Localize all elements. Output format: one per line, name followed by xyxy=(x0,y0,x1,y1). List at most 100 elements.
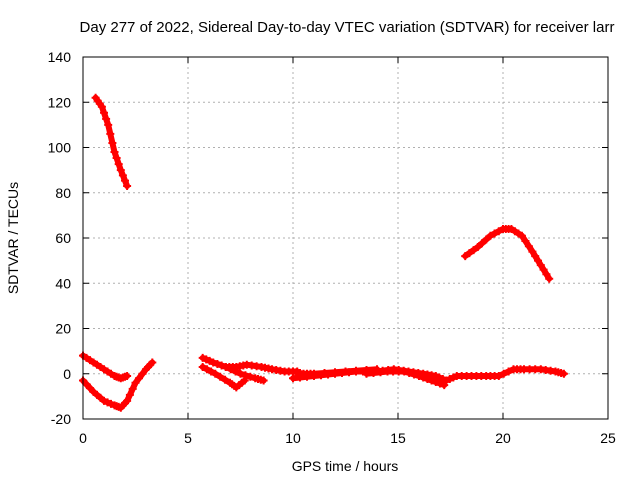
data-point xyxy=(241,371,250,380)
y-tick-label: 100 xyxy=(48,140,72,156)
data-point xyxy=(542,270,551,279)
series-arc-upper-mid-dip xyxy=(79,351,132,383)
data-point xyxy=(198,362,207,371)
data-point xyxy=(331,368,339,377)
data-point xyxy=(427,376,436,385)
data-point xyxy=(97,102,106,111)
series-layer xyxy=(79,93,568,412)
x-axis-label: GPS time / hours xyxy=(292,458,399,474)
x-tick-label: 20 xyxy=(495,430,511,446)
data-point xyxy=(461,252,470,261)
data-point xyxy=(216,372,225,381)
data-point xyxy=(536,261,545,270)
x-tick-label: 5 xyxy=(184,430,192,446)
series-line xyxy=(462,225,553,282)
data-point xyxy=(221,362,230,371)
data-point xyxy=(400,367,409,376)
data-point xyxy=(486,231,495,240)
data-point xyxy=(504,367,513,376)
data-point xyxy=(116,166,125,175)
data-point xyxy=(494,372,503,381)
data-point xyxy=(415,372,423,381)
data-point xyxy=(221,375,230,384)
series-arc-baseline-c xyxy=(221,362,268,385)
data-point xyxy=(231,367,240,376)
data-point xyxy=(104,120,113,129)
data-point xyxy=(259,376,268,385)
series-line xyxy=(92,94,131,189)
y-tick-label: -20 xyxy=(51,411,71,427)
x-tick-label: 15 xyxy=(390,430,406,446)
data-point xyxy=(213,359,222,368)
data-point xyxy=(114,160,123,169)
data-point xyxy=(289,374,297,383)
data-point xyxy=(373,365,381,374)
data-point xyxy=(131,378,140,387)
data-point xyxy=(320,368,329,377)
data-point xyxy=(517,231,526,240)
data-point xyxy=(410,370,419,379)
y-tick-label: 80 xyxy=(55,185,71,201)
x-tick-label: 25 xyxy=(600,430,616,446)
series-line xyxy=(80,359,156,411)
data-point xyxy=(490,229,499,238)
y-tick-label: 120 xyxy=(48,94,72,110)
data-point xyxy=(465,249,474,258)
x-tick-label: 0 xyxy=(79,430,87,446)
y-tick-label: 140 xyxy=(48,49,72,65)
data-point xyxy=(352,366,360,375)
data-point xyxy=(148,358,157,367)
data-point xyxy=(521,237,530,246)
data-point xyxy=(108,138,117,147)
data-point xyxy=(310,369,318,378)
data-point xyxy=(499,369,508,378)
data-point xyxy=(539,265,548,274)
data-point xyxy=(123,181,132,190)
data-point xyxy=(121,176,129,185)
data-point xyxy=(202,365,211,374)
series-arc-lower-dip xyxy=(79,358,157,412)
data-point xyxy=(341,367,350,376)
data-point xyxy=(236,369,245,378)
data-point xyxy=(106,129,115,138)
y-tick-label: 20 xyxy=(55,321,71,337)
data-point xyxy=(440,381,449,390)
data-point xyxy=(209,358,218,367)
x-tick-label: 10 xyxy=(285,430,301,446)
y-axis-label: SDTVAR / TECUs xyxy=(5,182,21,294)
data-point xyxy=(423,375,432,384)
data-point xyxy=(112,154,121,163)
data-point xyxy=(469,246,478,255)
data-point xyxy=(128,384,137,393)
data-point xyxy=(100,108,108,117)
data-point xyxy=(102,114,111,123)
data-point xyxy=(431,378,440,387)
data-point xyxy=(534,256,542,265)
data-point xyxy=(436,379,444,388)
y-tick-label: 40 xyxy=(55,275,71,291)
data-point xyxy=(135,374,143,383)
y-tick-label: 0 xyxy=(63,366,71,382)
series-arc-baseline-b xyxy=(198,362,249,392)
series-arc-high-early xyxy=(91,93,132,190)
data-point xyxy=(559,369,568,378)
data-point xyxy=(123,372,132,381)
series-arc-baseline-f xyxy=(289,365,381,378)
data-point xyxy=(226,365,235,374)
data-point xyxy=(473,243,482,252)
data-point xyxy=(123,396,132,405)
data-point xyxy=(524,242,533,251)
data-point xyxy=(478,239,486,248)
data-point xyxy=(207,367,216,376)
data-point xyxy=(362,365,371,374)
grid-layer xyxy=(83,57,608,419)
data-point xyxy=(419,373,428,382)
data-point xyxy=(118,171,127,180)
data-point xyxy=(211,369,220,378)
data-point xyxy=(494,227,503,236)
chart-title: Day 277 of 2022, Sidereal Day-to-day VTE… xyxy=(80,19,615,36)
data-point xyxy=(138,369,147,378)
data-point xyxy=(405,368,414,377)
data-point xyxy=(110,148,119,157)
